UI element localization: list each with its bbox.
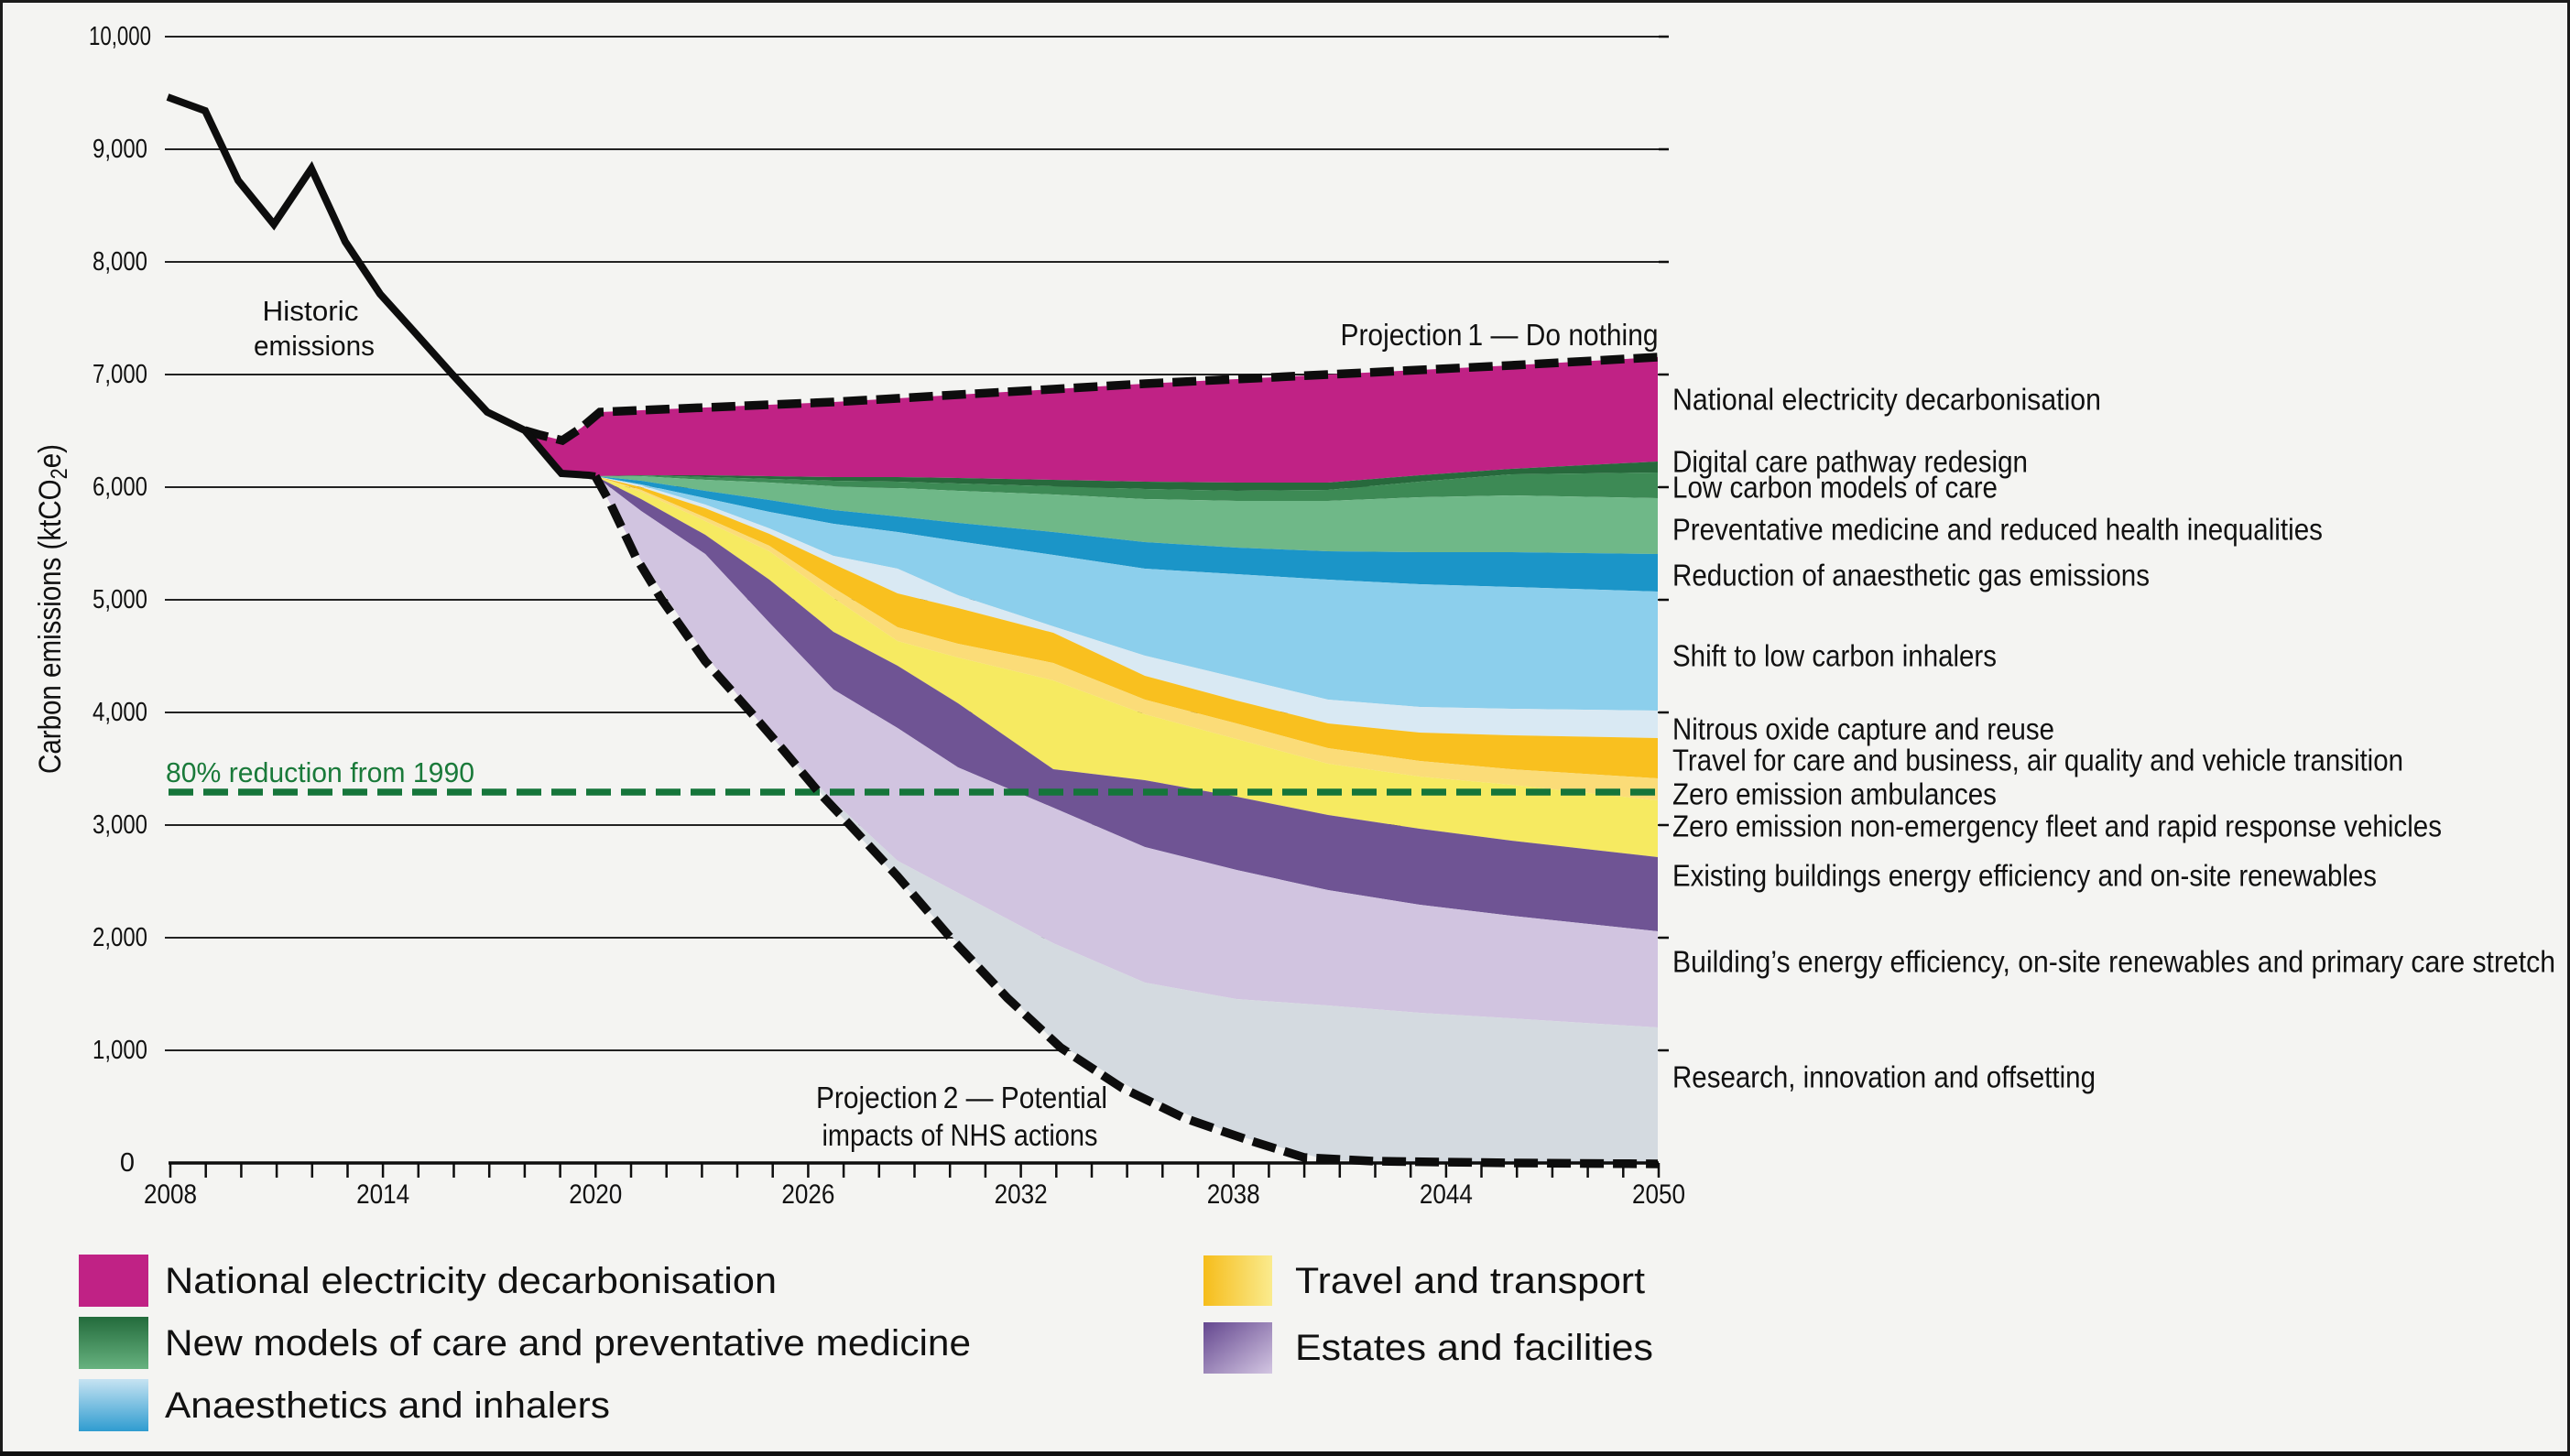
svg-text:National electricity decarboni: National electricity decarbonisation	[1672, 383, 2101, 417]
svg-text:Zero emission ambulances: Zero emission ambulances	[1672, 777, 1997, 811]
svg-text:2008: 2008	[144, 1179, 197, 1210]
svg-text:Preventative medicine and redu: Preventative medicine and reduced health…	[1672, 513, 2323, 547]
svg-text:Carbon emissions (ktCO2e): Carbon emissions (ktCO2e)	[33, 444, 72, 774]
svg-text:2038: 2038	[1207, 1179, 1260, 1210]
svg-text:8,000: 8,000	[93, 247, 147, 277]
svg-text:2014: 2014	[356, 1179, 409, 1210]
svg-text:Estates and facilities: Estates and facilities	[1295, 1328, 1653, 1368]
svg-text:9,000: 9,000	[93, 135, 147, 164]
svg-text:Travel for care and business,: Travel for care and business, air qualit…	[1672, 744, 2403, 777]
svg-text:4,000: 4,000	[93, 698, 147, 727]
svg-text:1,000: 1,000	[93, 1036, 147, 1065]
svg-text:New models of care and prevent: New models of care and preventative medi…	[165, 1323, 971, 1364]
svg-text:2050: 2050	[1632, 1179, 1685, 1210]
svg-text:Projection 2 — Potential: Projection 2 — Potential	[816, 1081, 1107, 1114]
svg-text:Digital care pathway redesign: Digital care pathway redesign	[1672, 445, 2028, 479]
svg-text:Existing buildings energy effi: Existing buildings energy efficiency and…	[1672, 859, 2377, 893]
svg-text:80% reduction from 1990: 80% reduction from 1990	[166, 756, 474, 788]
svg-text:2,000: 2,000	[93, 923, 147, 952]
svg-text:Research, innovation and offse: Research, innovation and offsetting	[1672, 1060, 2096, 1094]
svg-text:Travel and transport: Travel and transport	[1295, 1261, 1645, 1301]
svg-text:Building’s energy efficiency,: Building’s energy efficiency, on-site re…	[1672, 945, 2555, 979]
svg-text:2032: 2032	[995, 1179, 1048, 1210]
svg-text:impacts of NHS actions: impacts of NHS actions	[822, 1118, 1098, 1152]
svg-text:10,000: 10,000	[89, 22, 151, 51]
svg-text:0: 0	[120, 1148, 135, 1178]
svg-text:3,000: 3,000	[93, 810, 147, 840]
svg-text:Projection 1 — Do nothing: Projection 1 — Do nothing	[1341, 318, 1659, 352]
svg-text:5,000: 5,000	[93, 585, 147, 614]
svg-text:Nitrous oxide capture and reus: Nitrous oxide capture and reuse	[1672, 712, 2054, 746]
svg-text:Zero emission non-emergency fl: Zero emission non-emergency fleet and ra…	[1672, 809, 2442, 843]
svg-text:2020: 2020	[569, 1179, 622, 1210]
svg-text:7,000: 7,000	[93, 360, 147, 389]
svg-text:6,000: 6,000	[93, 473, 147, 502]
svg-text:2026: 2026	[781, 1179, 834, 1210]
svg-text:National electricity decarboni: National electricity decarbonisation	[165, 1261, 777, 1301]
svg-text:Historic: Historic	[263, 295, 359, 327]
svg-text:2044: 2044	[1420, 1179, 1473, 1210]
svg-text:Low carbon models of care: Low carbon models of care	[1672, 471, 1998, 505]
svg-text:Shift to low carbon inhalers: Shift to low carbon inhalers	[1672, 639, 1997, 673]
svg-text:Reduction of anaesthetic gas e: Reduction of anaesthetic gas emissions	[1672, 559, 2150, 592]
svg-text:Anaesthetics and inhalers: Anaesthetics and inhalers	[165, 1385, 610, 1426]
svg-text:emissions: emissions	[254, 330, 375, 362]
